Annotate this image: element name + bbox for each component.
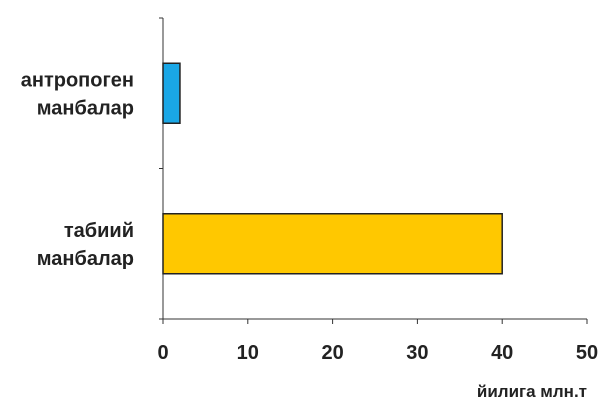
x-tick-label: 10 <box>237 342 259 364</box>
category-label: табиий манбалар <box>37 220 134 270</box>
bar <box>162 62 181 124</box>
bar <box>162 213 503 275</box>
x-tick-label: 40 <box>491 342 513 364</box>
x-tick-labels: 0 10 20 30 40 50 <box>157 342 598 364</box>
x-tick-label: 20 <box>321 342 343 364</box>
category-labels: антропоген манбалар табиий манбалар <box>21 69 134 270</box>
x-axis-title: йилига млн.т <box>477 382 587 401</box>
axes <box>159 17 588 324</box>
x-tick-label: 30 <box>406 342 428 364</box>
x-tick-label: 50 <box>576 342 598 364</box>
category-label: антропоген манбалар <box>21 69 134 119</box>
bars <box>162 62 503 275</box>
x-tick-label: 0 <box>157 342 168 364</box>
